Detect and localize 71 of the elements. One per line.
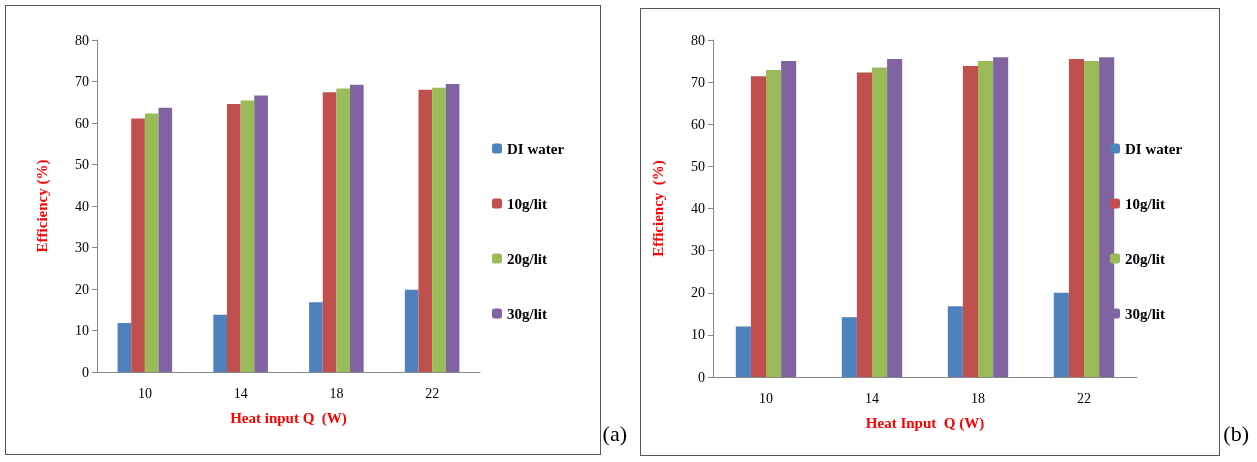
text: (a): [602, 420, 627, 446]
y-tick-label: 60: [691, 116, 705, 132]
bar: [445, 83, 460, 372]
y-tick-label: 70: [75, 74, 89, 89]
bar: [1068, 58, 1084, 377]
bar: [144, 113, 159, 372]
bar: [254, 95, 268, 372]
legend-label: DI water: [507, 140, 565, 157]
bar: [158, 107, 173, 372]
y-tick-label: 10: [691, 327, 705, 343]
bar: [350, 84, 364, 372]
bar: [978, 61, 994, 377]
bar: [993, 57, 1009, 377]
bar: [750, 76, 766, 377]
y-tick-label: 20: [691, 285, 705, 301]
x-tick-label: 18: [971, 390, 985, 406]
y-axis-title: Efficiency (%): [649, 160, 667, 257]
bar: [418, 89, 433, 372]
y-tick-label: 50: [691, 158, 705, 174]
bar: [962, 66, 978, 377]
y-tick-label: 60: [75, 115, 89, 131]
legend-label: 20g/lit: [507, 250, 547, 267]
text: (b): [1223, 420, 1249, 446]
bar: [887, 58, 903, 377]
bar: [856, 72, 872, 377]
y-tick-label: 20: [75, 281, 89, 297]
y-tick-label: 30: [691, 243, 705, 259]
bar: [947, 306, 963, 377]
legend-label: 10g/lit: [507, 195, 547, 212]
x-tick-label: 22: [1077, 390, 1091, 406]
x-tick-label: 10: [137, 385, 152, 401]
y-tick-label: 10: [75, 323, 89, 338]
y-tick-label: 70: [691, 74, 705, 90]
bar: [735, 326, 751, 377]
legend-label: 10g/lit: [1125, 195, 1165, 212]
x-tick-label: 18: [329, 385, 344, 401]
y-tick-label: 30: [75, 240, 89, 255]
y-tick-label: 40: [75, 198, 89, 214]
bar: [213, 314, 227, 372]
y-tick-label: 0: [82, 364, 89, 380]
bar: [240, 100, 255, 372]
x-axis-title: Heat input Q (W): [230, 409, 347, 427]
bar: [766, 69, 782, 377]
bar: [336, 88, 351, 372]
x-tick-label: 22: [425, 385, 440, 401]
x-axis-title: Heat Input Q (W): [865, 414, 985, 432]
bar: [872, 67, 888, 377]
x-tick-label: 10: [759, 390, 773, 406]
bar: [131, 118, 145, 372]
bar: [432, 87, 446, 372]
legend-label: 30g/lit: [1125, 305, 1165, 322]
bar: [322, 92, 337, 372]
bar: [404, 289, 419, 372]
x-tick-label: 14: [865, 390, 879, 406]
bar: [841, 317, 857, 377]
y-tick-label: 80: [691, 32, 705, 48]
y-axis-title: Efficiency (%): [33, 159, 51, 253]
bar: [226, 103, 241, 372]
bar: [117, 323, 132, 372]
legend-label: 30g/lit: [507, 305, 547, 322]
bar: [309, 302, 323, 372]
legend-label: DI water: [1125, 140, 1183, 157]
bar: [1053, 292, 1069, 377]
bar: [781, 61, 797, 377]
x-tick-label: 14: [233, 385, 248, 401]
y-tick-label: 0: [698, 369, 705, 385]
y-tick-label: 80: [75, 32, 89, 48]
legend-label: 20g/lit: [1125, 250, 1165, 267]
y-tick-label: 50: [75, 157, 89, 172]
bar: [1084, 61, 1100, 377]
y-tick-label: 40: [691, 201, 705, 216]
